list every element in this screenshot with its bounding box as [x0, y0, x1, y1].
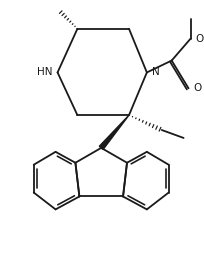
Text: O: O — [195, 34, 203, 44]
Text: HN: HN — [37, 67, 52, 78]
Text: O: O — [193, 83, 201, 93]
Polygon shape — [99, 115, 128, 150]
Text: N: N — [151, 67, 159, 78]
